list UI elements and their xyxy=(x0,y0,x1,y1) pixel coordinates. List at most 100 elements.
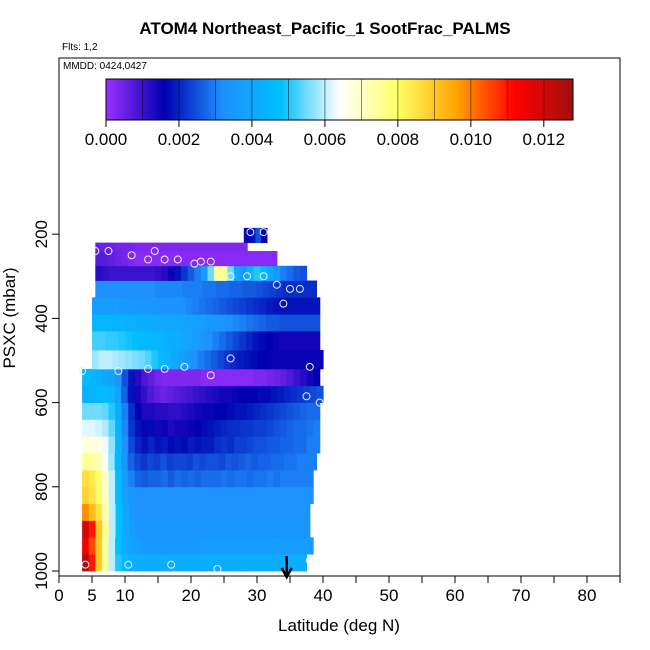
heatmap-cell xyxy=(167,469,176,488)
heatmap-cell xyxy=(135,280,143,298)
heatmap-cell xyxy=(161,242,169,252)
heatmap-cell xyxy=(114,385,122,403)
heatmap-cell xyxy=(131,349,139,370)
heatmap-cell xyxy=(260,537,268,555)
heatmap-cell xyxy=(286,314,294,332)
data-point xyxy=(305,362,314,371)
heatmap-cell xyxy=(151,349,159,370)
heatmap-cell xyxy=(174,242,182,252)
heatmap-cell xyxy=(218,251,226,267)
heatmap-cell xyxy=(236,280,244,298)
heatmap-layer xyxy=(92,349,324,370)
heatmap-cell xyxy=(191,349,199,370)
heatmap-cell xyxy=(108,280,116,298)
heatmap-cell xyxy=(225,331,234,351)
heatmap-cell xyxy=(255,227,262,244)
heatmap-cell xyxy=(280,469,288,488)
heatmap-cell xyxy=(280,265,288,281)
heatmap-cell xyxy=(148,436,156,454)
heatmap-cell xyxy=(145,314,153,332)
heatmap-cell xyxy=(266,537,275,555)
heatmap-cell xyxy=(253,368,261,387)
heatmap-layer xyxy=(95,242,248,252)
heatmap-cell xyxy=(92,349,100,370)
heatmap-cell xyxy=(154,368,162,387)
heatmap-cell xyxy=(108,251,116,267)
heatmap-cell xyxy=(299,419,308,437)
heatmap-cell xyxy=(299,331,307,351)
heatmap-cell xyxy=(88,503,97,521)
heatmap-cell xyxy=(154,469,162,488)
heatmap-cell xyxy=(266,265,275,281)
heatmap-cell xyxy=(207,436,215,454)
heatmap-cell xyxy=(306,402,314,420)
heatmap-cell xyxy=(132,314,140,332)
heatmap-cell xyxy=(200,402,209,420)
heatmap-cell xyxy=(95,520,103,538)
heatmap-cell xyxy=(115,503,123,521)
heatmap-cell xyxy=(141,368,149,387)
heatmap-cell xyxy=(167,402,176,420)
data-point xyxy=(81,560,90,569)
colorbar-tick-label: 0.012 xyxy=(523,130,566,149)
heatmap-cell xyxy=(296,453,304,471)
x-tick-label: 0 xyxy=(54,586,63,605)
heatmap-cell xyxy=(148,419,156,437)
heatmap-cell xyxy=(161,402,169,420)
heatmap-cell xyxy=(202,520,210,538)
heatmap-cell xyxy=(166,453,174,471)
heatmap-cell xyxy=(299,297,307,315)
heatmap-cell xyxy=(189,520,197,538)
heatmap-cell xyxy=(112,314,120,332)
heatmap-cell xyxy=(293,537,301,555)
heatmap-cell xyxy=(238,385,246,403)
heatmap-cell xyxy=(82,554,90,572)
heatmap-cell xyxy=(240,419,248,437)
heatmap-cell xyxy=(293,554,301,572)
heatmap-cell xyxy=(181,436,189,454)
heatmap-cell xyxy=(280,419,288,437)
heatmap-layer xyxy=(95,265,308,281)
heatmap-cell xyxy=(249,520,257,538)
heatmap-cell xyxy=(134,436,143,454)
heatmap-cell xyxy=(165,314,173,332)
y-tick-label: 800 xyxy=(32,473,51,501)
heatmap-cell xyxy=(266,419,275,437)
heatmap-cell xyxy=(154,486,162,505)
heatmap-cell xyxy=(299,265,308,281)
heatmap-cell xyxy=(144,349,152,370)
heatmap-cell xyxy=(212,297,220,315)
heatmap-cell xyxy=(200,419,209,437)
heatmap-cell xyxy=(115,419,123,437)
heatmap-cell xyxy=(299,469,308,488)
heatmap-cell xyxy=(125,349,133,370)
heatmap-cell xyxy=(250,251,258,267)
heatmap-cell xyxy=(199,314,207,332)
heatmap-cell xyxy=(280,368,288,387)
heatmap-cell xyxy=(299,402,308,420)
heatmap-cell xyxy=(309,453,317,471)
heatmap-cell xyxy=(264,453,272,471)
heatmap-cell xyxy=(227,368,235,387)
heatmap-cell xyxy=(88,419,96,437)
heatmap-cell xyxy=(101,242,110,252)
heatmap-cell xyxy=(141,537,149,555)
heatmap-cell xyxy=(293,419,301,437)
heatmap-cell xyxy=(161,436,169,454)
heatmap-cell xyxy=(259,297,267,315)
heatmap-cell xyxy=(154,436,162,454)
heatmap-cell xyxy=(148,402,156,420)
heatmap-cell xyxy=(158,297,167,315)
heatmap-cell xyxy=(306,469,314,488)
heatmap-cell xyxy=(115,402,123,420)
heatmap-cell xyxy=(251,385,259,403)
heatmap-cell xyxy=(272,314,281,332)
heatmap-cell xyxy=(195,520,204,538)
heatmap-cell xyxy=(251,453,259,471)
heatmap xyxy=(82,227,324,572)
heatmap-cell xyxy=(108,242,116,252)
heatmap-cell xyxy=(293,402,301,420)
heatmap-cell xyxy=(247,419,255,437)
heatmap-cell xyxy=(122,280,130,298)
heatmap-cell xyxy=(134,402,143,420)
